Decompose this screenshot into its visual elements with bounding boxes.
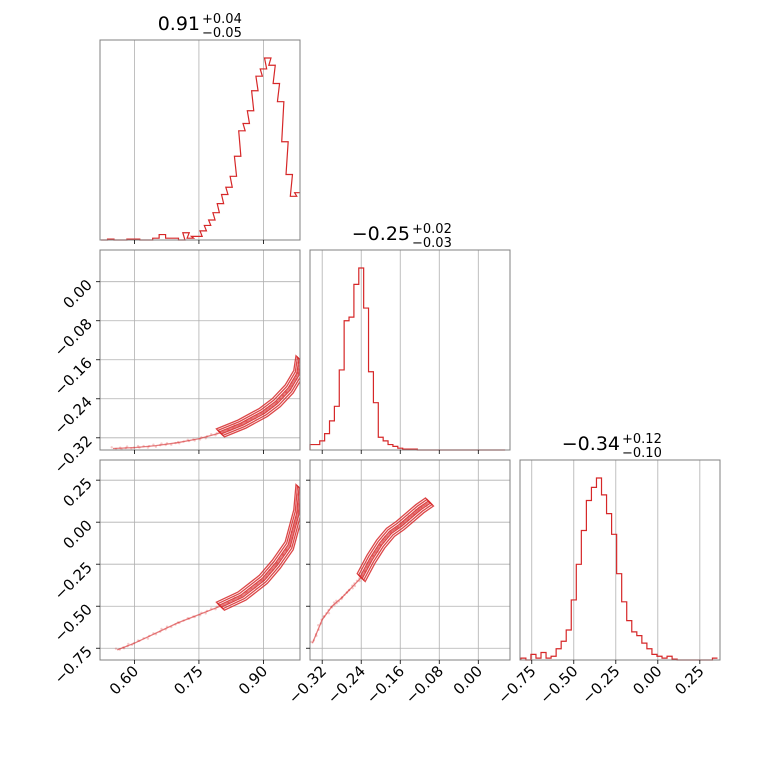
summary-plus: +0.12 xyxy=(622,432,662,447)
axes-frame xyxy=(99,39,301,241)
x-tick-label: −0.24 xyxy=(324,662,369,707)
summary-plus: +0.04 xyxy=(202,12,242,27)
sample-point xyxy=(310,640,313,644)
ridge-line xyxy=(311,501,430,644)
y-tick-label: −0.75 xyxy=(51,642,96,687)
histogram-panel-2: −0.75−0.50−0.25 0.00 0.25 −0.34 +0.12−0.10 xyxy=(494,432,721,707)
scatter-panel-2-1: −0.32−0.24−0.16−0.08 0.00 xyxy=(285,459,511,707)
sample-point xyxy=(146,637,150,640)
x-tick-label: 0.75 xyxy=(170,662,206,698)
contour-line xyxy=(356,497,435,583)
y-tick-label: 0.00 xyxy=(59,516,95,552)
y-tick-label: −0.08 xyxy=(51,315,96,360)
x-tick-label: 0.60 xyxy=(106,662,142,698)
axes-frame xyxy=(99,249,301,451)
histogram-panel-0: 0.91 +0.04−0.05 xyxy=(99,12,301,244)
x-tick-label: 0.00 xyxy=(450,662,486,698)
summary-title: 0.91 xyxy=(158,13,200,35)
x-tick-label: −0.16 xyxy=(363,662,408,707)
sample-point xyxy=(110,446,113,449)
x-tick-label: 0.00 xyxy=(629,662,665,698)
y-tick-label: −0.24 xyxy=(51,393,96,438)
ridge-line xyxy=(116,488,300,651)
y-tick-label: −0.16 xyxy=(51,354,96,399)
contour-line xyxy=(218,357,300,435)
scatter-content xyxy=(114,483,300,651)
sample-point xyxy=(125,445,129,448)
summary-minus: −0.03 xyxy=(412,236,452,251)
summary-title: −0.25 xyxy=(352,223,410,245)
ridge-line xyxy=(112,359,300,450)
axes-frame xyxy=(99,459,301,661)
contour-line xyxy=(215,483,300,611)
histogram-panel-1: −0.25 +0.02−0.03 xyxy=(309,222,511,454)
scatter-panel-2-0: 0.60 0.75 0.90 −0.75−0.50−0.25 0.00 0.25 xyxy=(51,459,301,698)
contour-line xyxy=(216,484,300,610)
contour-line xyxy=(218,486,300,608)
histogram-line xyxy=(520,477,718,661)
contour-line xyxy=(359,500,432,580)
x-tick-label: −0.75 xyxy=(494,662,539,707)
x-tick-label: 0.25 xyxy=(671,662,707,698)
x-tick-label: 0.90 xyxy=(235,662,271,698)
summary-minus: −0.10 xyxy=(622,446,662,461)
y-tick-label: −0.32 xyxy=(51,432,96,477)
scatter-panel-1-0: −0.32−0.24−0.16−0.080.00 xyxy=(51,249,301,477)
x-tick-label: −0.08 xyxy=(402,662,447,707)
summary-plus: +0.02 xyxy=(412,222,452,237)
histogram-line xyxy=(101,57,300,241)
axes-frame xyxy=(309,249,511,451)
contour-line xyxy=(215,354,300,438)
y-tick-label: 0.25 xyxy=(59,474,95,510)
y-tick-label: 0.00 xyxy=(59,276,95,312)
y-tick-label: −0.25 xyxy=(51,558,96,603)
summary-title: −0.34 xyxy=(562,433,620,455)
axes-frame xyxy=(519,459,721,661)
x-tick-label: −0.32 xyxy=(285,662,330,707)
scatter-content xyxy=(110,354,300,450)
axes-frame xyxy=(309,459,511,661)
contour-line xyxy=(357,498,434,582)
sample-point xyxy=(327,612,331,615)
sample-point xyxy=(317,624,320,627)
scatter-content xyxy=(310,497,435,644)
histogram-line xyxy=(309,267,506,451)
x-tick-label: −0.50 xyxy=(536,662,581,707)
y-tick-label: −0.50 xyxy=(51,600,96,645)
summary-minus: −0.05 xyxy=(202,26,242,41)
contour-line xyxy=(216,355,300,437)
sample-point xyxy=(114,647,118,650)
sample-point xyxy=(127,642,130,646)
x-tick-label: −0.25 xyxy=(578,662,623,707)
